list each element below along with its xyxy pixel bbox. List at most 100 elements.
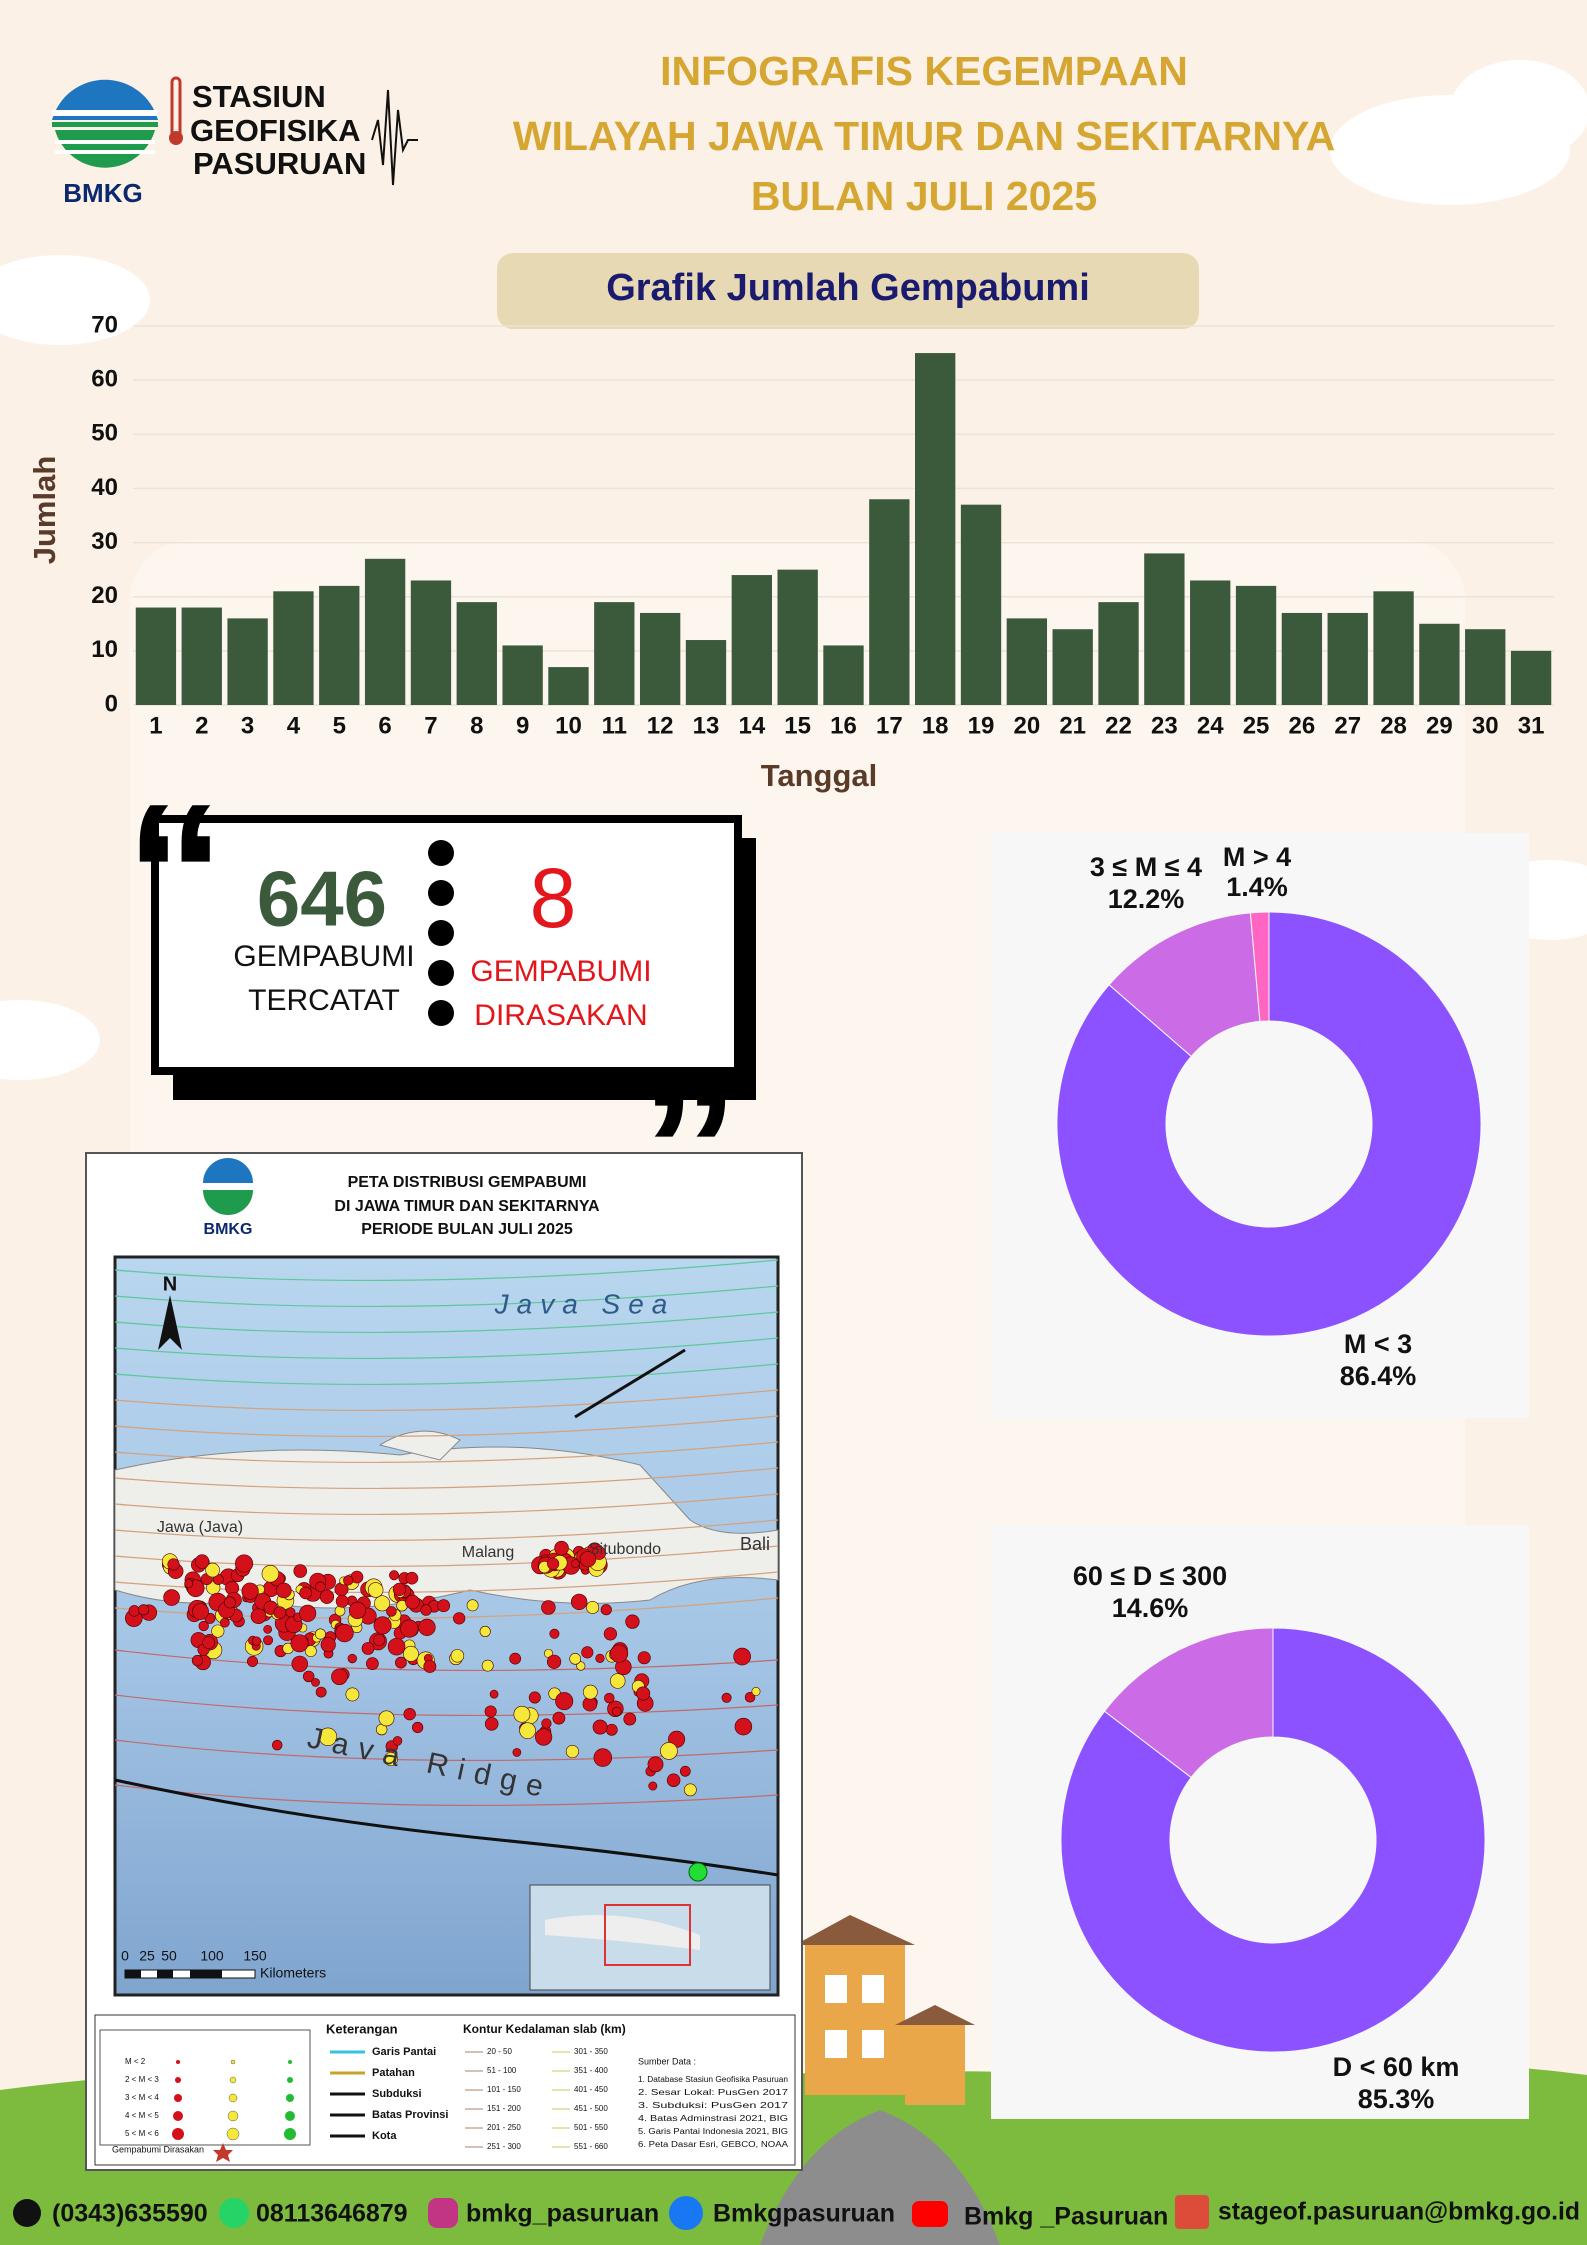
footer-instagram: bmkg_pasuruan [466, 2200, 659, 2228]
bar [915, 353, 956, 705]
epicenter [319, 1589, 335, 1604]
x-tick-label: 6 [378, 712, 391, 739]
x-tick-label: 10 [555, 712, 582, 739]
epicenter [263, 1635, 274, 1646]
contour-item: 101 - 150 [487, 2085, 521, 2094]
magnitude-symbol [175, 2077, 181, 2083]
magnitude-row: M < 2 [125, 2057, 146, 2066]
epicenter [535, 1728, 553, 1746]
bar [594, 602, 635, 705]
bar [1052, 629, 1093, 705]
epicenter [138, 1604, 150, 1616]
x-tick-label: 8 [470, 712, 483, 739]
epicenter [489, 1689, 499, 1699]
seismogram [371, 89, 418, 186]
epicenter [623, 1712, 637, 1726]
north-arrow [158, 1295, 182, 1350]
station-name: STASIUN [192, 79, 326, 114]
bar [548, 667, 589, 705]
epicenter [387, 1637, 406, 1656]
epicenter [261, 1565, 280, 1583]
source-item: 5. Garis Pantai Indonesia 2021, BIG [638, 2127, 788, 2136]
magnitude-row: 5 < M < 6 [125, 2129, 159, 2138]
epicenter [555, 1692, 574, 1711]
epicenter [315, 1581, 326, 1593]
felt-count: 8 [530, 851, 577, 945]
x-tick-label: 30 [1472, 712, 1499, 739]
bar [685, 640, 727, 705]
epicenter [314, 1628, 326, 1640]
legend-item: Subduksi [372, 2088, 422, 2100]
x-tick-label: 17 [876, 712, 903, 739]
epicenter [734, 1717, 753, 1736]
map-logo [203, 1158, 253, 1183]
epicenter [453, 1612, 466, 1625]
contour-line [114, 1285, 779, 1308]
x-tick-label: 24 [1197, 712, 1224, 739]
logo-text: BMKG [63, 178, 142, 208]
epicenter [366, 1657, 379, 1670]
epicenter [528, 1691, 541, 1704]
scale-label: 150 [243, 1948, 267, 1964]
epicenter [374, 1595, 391, 1612]
epicenter [547, 1557, 560, 1570]
contour-item: 301 - 350 [574, 2047, 608, 2056]
contour-title: Kontur Kedalaman slab (km) [463, 2022, 626, 2036]
x-tick-label: 28 [1380, 712, 1407, 739]
epicenter [610, 1673, 626, 1689]
recorded-label: TERCATAT [248, 984, 400, 1017]
inset-land [545, 1915, 700, 1950]
felt-legend: Gempabumi Dirasakan [112, 2144, 204, 2154]
map: BMKG PETA DISTRIBUSI GEMPABUMI DI JAWA T… [85, 1152, 803, 2171]
epicenter [302, 1670, 315, 1683]
contour-line [114, 1694, 779, 1717]
magnitude-symbol [174, 2094, 182, 2102]
contour-item: 51 - 100 [487, 2066, 517, 2075]
bar [1235, 585, 1277, 705]
station-name: GEOFISIKA [190, 113, 361, 148]
y-axis-label: Jumlah [27, 456, 62, 565]
quote-open: “ [125, 763, 225, 986]
epicenter [565, 1744, 579, 1759]
epicenter [386, 1606, 397, 1617]
y-tick-label: 20 [91, 582, 118, 609]
x-tick-label: 9 [516, 712, 529, 739]
magnitude-symbol [284, 2128, 296, 2140]
footer-whatsapp: 08113646879 [256, 2200, 408, 2228]
epicenter [202, 1636, 216, 1649]
x-tick-label: 27 [1334, 712, 1361, 739]
epicenter [223, 1596, 236, 1609]
magnitude-table [99, 2029, 311, 2146]
y-tick-label: 50 [91, 420, 118, 447]
thermometer [169, 131, 183, 145]
place-label: Bali [740, 1534, 770, 1554]
contour-item: 20 - 50 [487, 2047, 512, 2056]
epicenter [315, 1686, 327, 1698]
epicenter [291, 1655, 308, 1673]
epicenter [604, 1692, 615, 1704]
epicenter [437, 1599, 451, 1613]
slice-value-label: 1.4% [1226, 872, 1288, 902]
x-tick-label: 25 [1243, 712, 1270, 739]
epicenter [343, 1575, 354, 1586]
station-name: PASURUAN [193, 146, 366, 181]
epicenter [541, 1718, 552, 1729]
epicenter [660, 1742, 678, 1760]
map-title: PETA DISTRIBUSI GEMPABUMI [348, 1174, 587, 1191]
legend-item: Batas Provinsi [372, 2109, 448, 2121]
bar [502, 645, 543, 705]
epicenter [751, 1687, 761, 1696]
epicenter [683, 1783, 697, 1797]
epicenter [583, 1684, 598, 1700]
place-label: Jawa (Java) [157, 1519, 243, 1536]
main-title: INFOGRAFIS KEGEMPAAN [660, 48, 1188, 94]
epicenter [519, 1722, 536, 1739]
epicenter [609, 1644, 629, 1663]
epicenter [513, 1705, 531, 1723]
x-tick-label: 26 [1289, 712, 1316, 739]
epicenter [271, 1739, 283, 1751]
x-tick-label: 21 [1059, 712, 1086, 739]
bar [456, 602, 497, 705]
epicenter [205, 1562, 220, 1578]
bmkg-logo [52, 79, 158, 168]
